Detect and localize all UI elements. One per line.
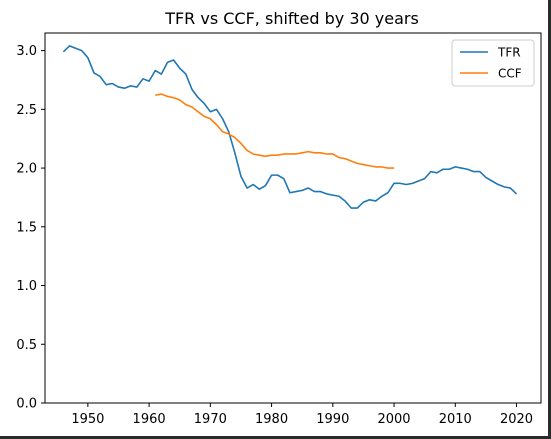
- plot-area: [62, 45, 518, 209]
- series-line-ccf: [155, 93, 395, 169]
- y-tick-label: 2.5: [16, 103, 37, 118]
- x-tick-label: 1990: [316, 412, 349, 427]
- y-tick-label: 2.0: [16, 162, 37, 177]
- series-line-tfr: [62, 45, 518, 209]
- x-tick-label: 1980: [255, 412, 288, 427]
- y-tick-label: 1.0: [16, 279, 37, 294]
- legend: TFR CCF: [451, 39, 535, 87]
- axis-ticks: 1950 1960 1970 1980 1990 2000 2010 2020 0.0 0.5 1.…: [16, 44, 533, 427]
- x-tick-label: 1970: [194, 412, 227, 427]
- x-tick-label: 1950: [71, 412, 104, 427]
- chart-title: TFR vs CCF, shifted by 30 years: [164, 9, 419, 28]
- legend-label-ccf: CCF: [498, 67, 522, 81]
- y-tick-label: 0.0: [16, 397, 37, 412]
- axes-frame: [44, 32, 542, 404]
- legend-frame: [451, 39, 535, 87]
- window-edge-bottom: [0, 436, 551, 439]
- y-tick-label: 1.5: [16, 220, 37, 235]
- window-edge-right: [548, 0, 551, 439]
- y-tick-label: 0.5: [16, 338, 37, 353]
- x-tick-label: 2020: [500, 412, 533, 427]
- x-tick-label: 1960: [133, 412, 166, 427]
- legend-label-tfr: TFR: [497, 46, 521, 60]
- x-tick-label: 2010: [439, 412, 472, 427]
- y-tick-label: 3.0: [16, 44, 37, 59]
- x-tick-label: 2000: [377, 412, 410, 427]
